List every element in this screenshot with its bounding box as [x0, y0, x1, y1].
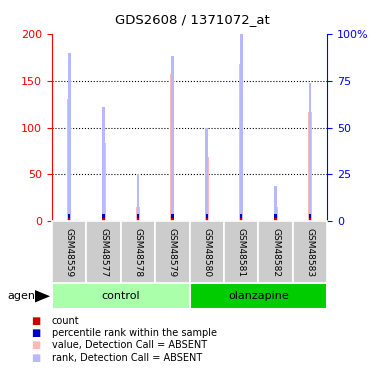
- Bar: [136, 207, 140, 221]
- Bar: [293, 221, 327, 283]
- Text: GSM48582: GSM48582: [271, 228, 280, 277]
- Bar: [258, 221, 293, 283]
- Bar: [68, 217, 70, 221]
- Bar: [309, 217, 311, 221]
- Bar: [309, 214, 311, 217]
- Bar: [86, 221, 121, 283]
- Bar: [240, 217, 243, 221]
- Bar: [137, 214, 139, 217]
- Bar: [274, 186, 277, 221]
- Bar: [309, 82, 311, 221]
- Text: GDS2608 / 1371072_at: GDS2608 / 1371072_at: [115, 13, 270, 26]
- Text: GSM48580: GSM48580: [202, 228, 211, 277]
- Text: GSM48579: GSM48579: [168, 228, 177, 277]
- Bar: [240, 214, 243, 217]
- Text: olanzapine: olanzapine: [228, 291, 289, 301]
- Text: percentile rank within the sample: percentile rank within the sample: [52, 328, 217, 338]
- Bar: [68, 53, 70, 221]
- Bar: [206, 128, 208, 221]
- Bar: [308, 112, 312, 221]
- Bar: [240, 34, 243, 221]
- Text: GSM48559: GSM48559: [65, 228, 74, 277]
- Bar: [171, 214, 174, 217]
- Text: GSM48581: GSM48581: [237, 228, 246, 277]
- Text: control: control: [102, 291, 140, 301]
- Text: GSM48577: GSM48577: [99, 228, 108, 277]
- Bar: [239, 64, 243, 221]
- Text: GSM48583: GSM48583: [306, 228, 315, 277]
- Bar: [275, 217, 277, 221]
- Bar: [274, 207, 278, 221]
- Text: count: count: [52, 316, 80, 326]
- Bar: [170, 74, 174, 221]
- Polygon shape: [35, 290, 50, 303]
- Bar: [171, 56, 174, 221]
- Bar: [224, 221, 258, 283]
- Bar: [102, 217, 105, 221]
- Bar: [102, 214, 105, 217]
- Bar: [102, 144, 105, 221]
- Bar: [137, 174, 139, 221]
- Bar: [52, 221, 86, 283]
- Text: agent: agent: [8, 291, 40, 301]
- Text: value, Detection Call = ABSENT: value, Detection Call = ABSENT: [52, 340, 207, 350]
- Bar: [67, 99, 71, 221]
- Bar: [206, 217, 208, 221]
- Bar: [171, 217, 174, 221]
- Bar: [275, 214, 277, 217]
- Text: ■: ■: [31, 353, 40, 363]
- Text: ■: ■: [31, 340, 40, 350]
- Text: rank, Detection Call = ABSENT: rank, Detection Call = ABSENT: [52, 353, 202, 363]
- Bar: [189, 283, 327, 309]
- Bar: [205, 157, 209, 221]
- Bar: [206, 214, 208, 217]
- Bar: [102, 107, 105, 221]
- Bar: [189, 221, 224, 283]
- Bar: [52, 283, 189, 309]
- Bar: [137, 217, 139, 221]
- Bar: [121, 221, 155, 283]
- Text: GSM48578: GSM48578: [134, 228, 142, 277]
- Text: ■: ■: [31, 328, 40, 338]
- Bar: [155, 221, 190, 283]
- Text: ■: ■: [31, 316, 40, 326]
- Bar: [68, 214, 70, 217]
